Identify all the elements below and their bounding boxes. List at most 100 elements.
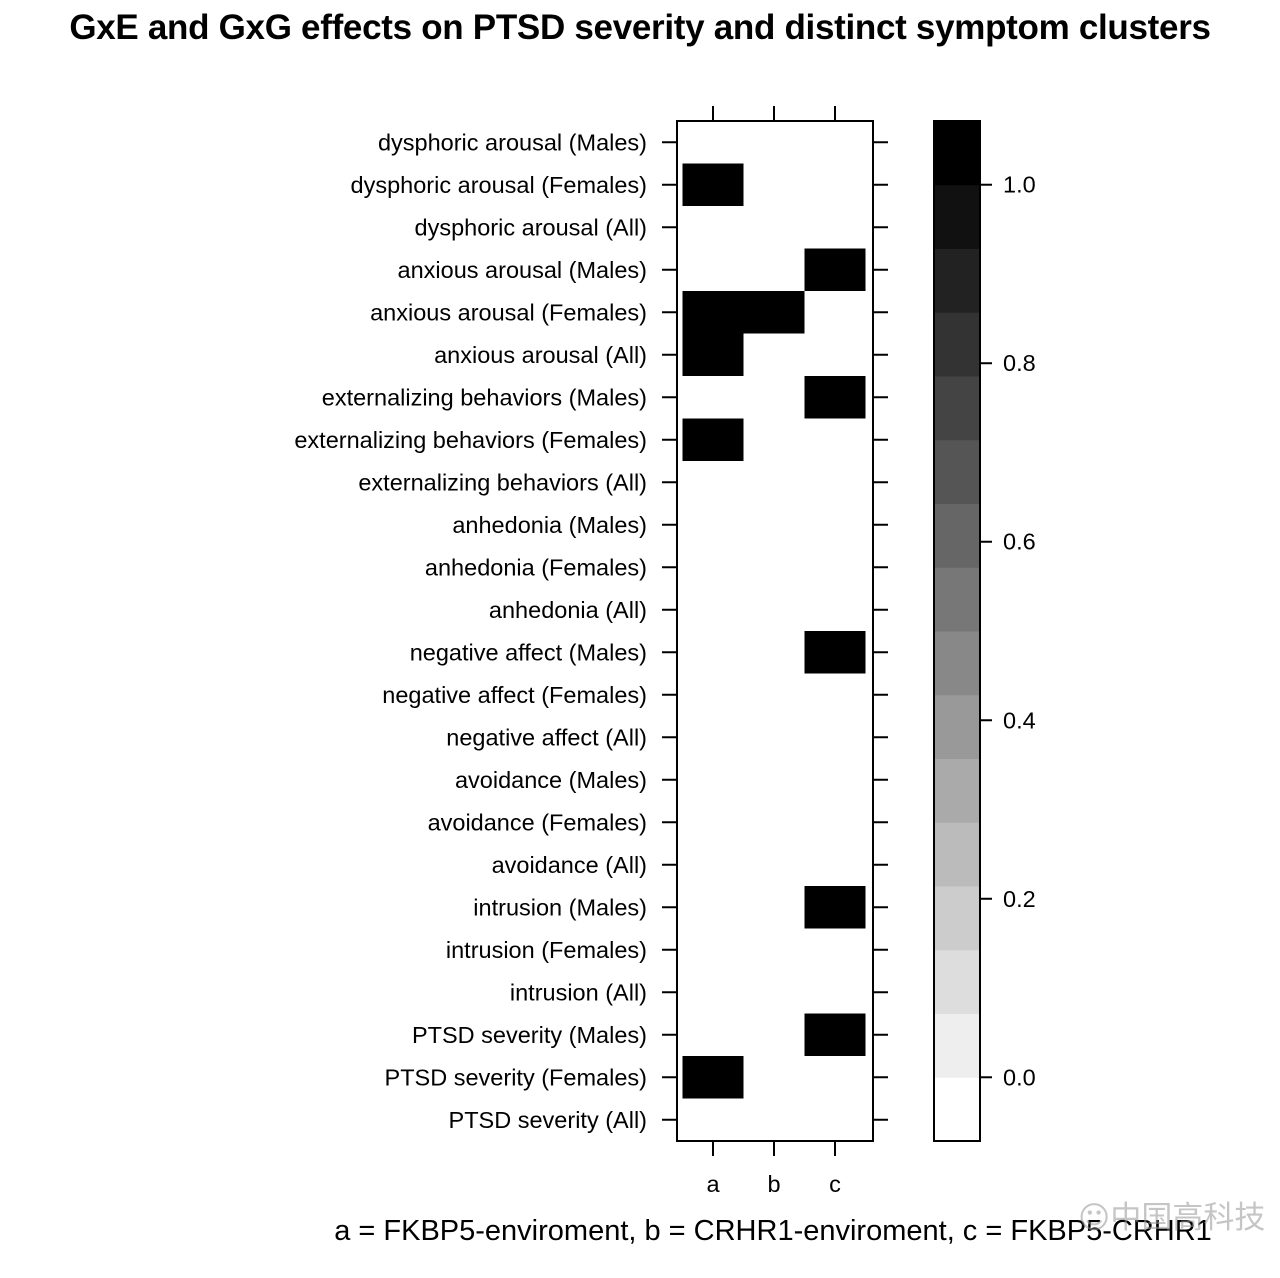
heatmap-cell (682, 928, 744, 971)
heatmap-cell (743, 503, 805, 546)
heatmap-cell (743, 163, 805, 206)
heatmap-cell (804, 928, 866, 971)
colorbar-tick-label: 0.2 (1003, 886, 1036, 912)
colorbar-band (934, 312, 980, 377)
colorbar-band (934, 121, 980, 186)
heatmap-cell (682, 971, 744, 1014)
x-axis: a b c (706, 106, 841, 1197)
heatmap-cell (682, 333, 744, 376)
heatmap-cell (743, 121, 805, 164)
y-tick-label: dysphoric arousal (Females) (351, 172, 647, 198)
y-tick-label: negative affect (All) (446, 724, 647, 750)
heatmap-cell (804, 461, 866, 504)
colorbar-tick-label: 1.0 (1003, 172, 1036, 198)
heatmap-cell (743, 1013, 805, 1056)
colorbar-band (934, 1013, 980, 1078)
heatmap-cell (743, 588, 805, 631)
heatmap-cell (743, 376, 805, 419)
y-tick-label: avoidance (Males) (455, 767, 647, 793)
heatmap-cell (682, 1056, 744, 1099)
heatmap-cell (804, 801, 866, 844)
y-tick-label: anxious arousal (All) (434, 342, 647, 368)
colorbar-band (934, 184, 980, 249)
heatmap-cell (743, 843, 805, 886)
colorbar-band (934, 822, 980, 887)
heatmap-cell (682, 376, 744, 419)
heatmap-cell (743, 206, 805, 249)
heatmap-cell (743, 291, 805, 334)
heatmap-cell (743, 801, 805, 844)
heatmap-cell (682, 418, 744, 461)
heatmap-cell (804, 1098, 866, 1141)
heatmap-cell (804, 843, 866, 886)
heatmap-cell (804, 376, 866, 419)
heatmap-cells (682, 121, 866, 1141)
y-tick-label: intrusion (Females) (446, 937, 647, 963)
heatmap-cell (682, 758, 744, 801)
heatmap-cell (682, 843, 744, 886)
y-tick-label: PTSD severity (Males) (412, 1022, 647, 1048)
heatmap-cell (743, 1056, 805, 1099)
heatmap-cell (682, 121, 744, 164)
colorbar-band (934, 248, 980, 313)
heatmap-cell (682, 206, 744, 249)
heatmap-cell (804, 971, 866, 1014)
heatmap-cell (743, 631, 805, 674)
heatmap-cell (804, 206, 866, 249)
heatmap-cell (682, 801, 744, 844)
heatmap-cell (682, 461, 744, 504)
heatmap-cell (743, 333, 805, 376)
colorbar-band (934, 503, 980, 568)
heatmap-cell (682, 673, 744, 716)
heatmap-cell (743, 886, 805, 929)
watermark: ☺中国高科技 (1078, 1200, 1266, 1236)
y-tick-label: anxious arousal (Males) (398, 257, 647, 283)
y-tick-label: PTSD severity (Females) (385, 1064, 647, 1090)
y-tick-label: negative affect (Females) (382, 682, 647, 708)
y-tick-label: PTSD severity (All) (449, 1107, 647, 1133)
column-key-footnote: a = FKBP5-enviroment, b = CRHR1-envirome… (334, 1215, 1212, 1247)
heatmap-cell (682, 546, 744, 589)
y-tick-label: dysphoric arousal (All) (415, 214, 647, 240)
heatmap-cell (682, 503, 744, 546)
y-tick-label: externalizing behaviors (Males) (322, 384, 647, 410)
heatmap-cell (804, 716, 866, 759)
heatmap-cell (804, 1056, 866, 1099)
x-tick-label: b (767, 1171, 780, 1197)
heatmap-cell (804, 248, 866, 291)
heatmap-cell (682, 163, 744, 206)
heatmap-cell (743, 716, 805, 759)
y-tick-label: externalizing behaviors (Females) (294, 427, 647, 453)
y-tick-label: avoidance (Females) (428, 809, 647, 835)
heatmap-cell (804, 1013, 866, 1056)
colorbar-band (934, 376, 980, 441)
heatmap-cell (804, 291, 866, 334)
y-tick-label: dysphoric arousal (Males) (378, 129, 647, 155)
y-tick-label: anhedonia (All) (489, 597, 647, 623)
heatmap-cell (743, 1098, 805, 1141)
heatmap-cell (743, 546, 805, 589)
heatmap-cell (682, 248, 744, 291)
colorbar-band (934, 1077, 980, 1142)
heatmap-cell (682, 1098, 744, 1141)
heatmap-cell (804, 588, 866, 631)
colorbar-band (934, 886, 980, 951)
colorbar-band (934, 567, 980, 632)
colorbar-band (934, 694, 980, 759)
colorbar-tick-label: 0.6 (1003, 529, 1036, 555)
heatmap-cell (682, 1013, 744, 1056)
y-tick-label: intrusion (Males) (473, 894, 647, 920)
heatmap-cell (682, 588, 744, 631)
heatmap-cell (682, 886, 744, 929)
heatmap-cell (804, 886, 866, 929)
heatmap-cell (804, 631, 866, 674)
heatmap-cell (743, 248, 805, 291)
y-tick-label: externalizing behaviors (All) (358, 469, 647, 495)
heatmap-cell (743, 928, 805, 971)
heatmap-cell (743, 673, 805, 716)
colorbar-tick-label: 0.8 (1003, 350, 1036, 376)
y-tick-label: intrusion (All) (510, 979, 647, 1005)
colorbar: 0.0 0.2 0.4 0.6 0.8 1.0 (933, 120, 1036, 1142)
x-tick-label: c (829, 1171, 841, 1197)
colorbar-band (934, 758, 980, 823)
